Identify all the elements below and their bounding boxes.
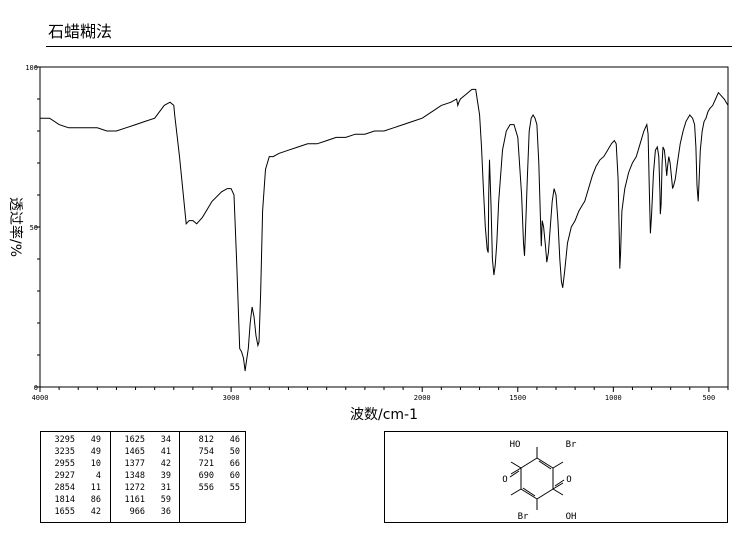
y-tick-label: 0 [34,384,38,392]
peak-row: 1655 42 [41,506,110,518]
y-tick-label: 100 [25,64,38,72]
peak-wavenumber: 1161 [124,495,145,505]
peak-wavenumber: 1655 [54,507,75,517]
peak-transmittance: 59 [160,495,171,505]
peak-wavenumber: 1465 [124,447,145,457]
peak-row: 812 46 [180,434,245,446]
x-tick-label: 500 [703,394,716,402]
peak-transmittance: 4 [95,471,101,481]
peak-transmittance: 66 [229,459,240,469]
peak-wavenumber: 3235 [54,447,75,457]
plot-frame-rect [39,66,729,388]
y-tick-label: 50 [30,224,38,232]
peak-row: 2955 10 [41,458,110,470]
peak-column: 3295 49 3235 49 2955 10 2927 4 2854 11 1814 86 1655 4… [41,432,110,522]
atom-label: HO [510,440,521,450]
peak-wavenumber: 721 [198,459,214,469]
peak-wavenumber: 812 [198,435,214,445]
tick-labels: 0 50 100 4000 3000 2000 1500 1000 500 [25,64,715,402]
series-line-spectrum [40,88,729,372]
peak-wavenumber: 1348 [124,471,145,481]
structure-box: HO Br O O Br OH [384,431,728,523]
peak-transmittance: 10 [90,459,101,469]
atom-label: O [566,475,571,485]
peak-wavenumber: 1814 [54,495,75,505]
peak-row: 1348 39 [111,470,179,482]
peak-row: 3295 49 [41,434,110,446]
peak-row: 1465 41 [111,446,179,458]
page-title: 石蜡糊法 [48,22,113,41]
peak-row: 690 60 [180,470,245,482]
peak-row: 2927 4 [41,470,110,482]
title-divider [46,46,732,47]
peak-transmittance: 39 [160,471,171,481]
plot-frame [39,66,729,388]
peak-transmittance: 41 [160,447,171,457]
ir-spectrum-chart: 0 50 100 4000 3000 2000 1500 1000 500 波数/cm-1 透过… [7,64,729,423]
x-tick-label: 1000 [605,394,622,402]
peak-table: 3295 49 3235 49 2955 10 2927 4 2854 11 1814 86 1655 4… [40,431,246,523]
atom-label: OH [566,512,577,522]
peak-wavenumber: 754 [198,447,214,457]
peak-row: 721 66 [180,458,245,470]
peak-wavenumber: 2927 [54,471,75,481]
peak-row: 1625 34 [111,434,179,446]
atom-label: Br [518,512,529,522]
peak-row: 556 55 [180,482,245,494]
peak-transmittance: 42 [160,459,171,469]
axis-ticks [35,66,729,392]
peak-wavenumber: 1625 [124,435,145,445]
x-tick-label: 4000 [32,394,49,402]
peak-wavenumber: 1377 [124,459,145,469]
peak-row: 1161 59 [111,494,179,506]
peak-transmittance: 36 [160,507,171,517]
peak-transmittance: 86 [90,495,101,505]
peak-wavenumber: 1272 [124,483,145,493]
peak-transmittance: 34 [160,435,171,445]
peak-row: 966 36 [111,506,179,518]
x-tick-label: 1500 [509,394,526,402]
peak-wavenumber: 2854 [54,483,75,493]
molecule-structure: HO Br O O Br OH [502,440,577,522]
atom-label: O [502,475,507,485]
peak-transmittance: 60 [229,471,240,481]
peak-transmittance: 42 [90,507,101,517]
peak-wavenumber: 690 [198,471,214,481]
peak-column: 812 46 754 50 721 66 690 60 556 55 [179,432,245,522]
peak-row: 1377 42 [111,458,179,470]
peak-transmittance: 49 [90,447,101,457]
peak-transmittance: 31 [160,483,171,493]
peak-row: 3235 49 [41,446,110,458]
peak-transmittance: 50 [229,447,240,457]
peak-row: 1814 86 [41,494,110,506]
x-tick-label: 2000 [414,394,431,402]
peak-row: 754 50 [180,446,245,458]
peak-transmittance: 49 [90,435,101,445]
peak-transmittance: 46 [229,435,240,445]
peak-wavenumber: 556 [198,483,214,493]
peak-column: 1625 34 1465 41 1377 42 1348 39 1272 31 1161 59 966 3… [110,432,179,522]
y-axis-label: 透过率/% [7,197,24,257]
atom-label: Br [566,440,577,450]
peak-row: 2854 11 [41,482,110,494]
x-axis-label: 波数/cm-1 [350,407,418,423]
peak-wavenumber: 966 [129,507,145,517]
x-tick-label: 3000 [223,394,240,402]
peak-transmittance: 55 [229,483,240,493]
peak-wavenumber: 3295 [54,435,75,445]
peak-wavenumber: 2955 [54,459,75,469]
peak-row: 1272 31 [111,482,179,494]
peak-transmittance: 11 [90,483,101,493]
